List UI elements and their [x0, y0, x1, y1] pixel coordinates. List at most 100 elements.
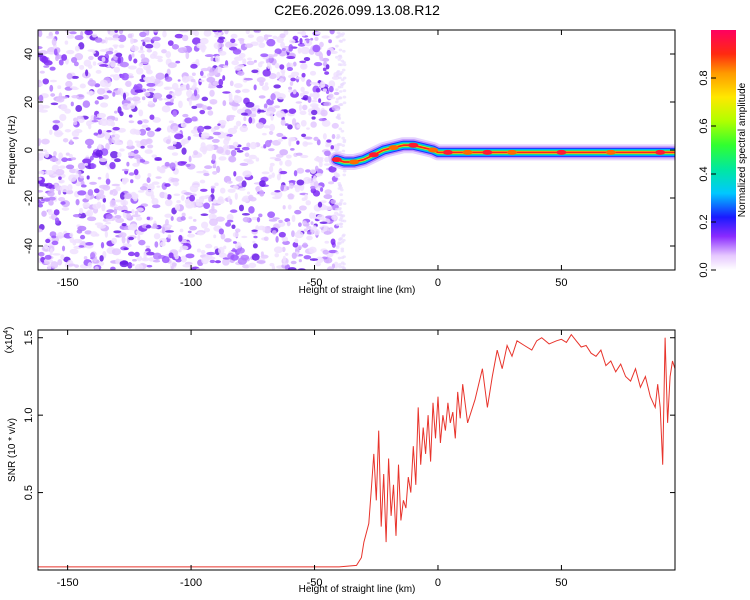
noise-speckle	[38, 189, 44, 193]
noise-speckle	[323, 206, 333, 211]
noise-speckle	[258, 42, 266, 49]
noise-speckle	[224, 30, 229, 35]
noise-speckle	[170, 177, 180, 183]
noise-region	[38, 30, 347, 270]
noise-speckle	[288, 89, 294, 93]
noise-speckle	[94, 222, 104, 226]
noise-speckle	[188, 98, 192, 107]
noise-speckle	[281, 246, 286, 252]
noise-speckle	[41, 138, 50, 145]
noise-speckle	[237, 257, 247, 265]
noise-speckle	[322, 88, 328, 92]
noise-speckle	[152, 117, 162, 123]
noise-speckle	[57, 259, 63, 266]
noise-speckle	[113, 230, 122, 234]
noise-speckle	[71, 94, 79, 99]
spectrogram-y-axis-title: Frequency (Hz)	[7, 116, 18, 185]
noise-speckle	[110, 150, 119, 159]
noise-speckle	[190, 63, 198, 69]
noise-speckle	[163, 192, 168, 200]
noise-speckle	[338, 203, 342, 206]
noise-speckle	[321, 119, 331, 127]
noise-speckle	[196, 248, 201, 253]
noise-speckle	[128, 54, 133, 62]
noise-speckle	[199, 195, 209, 200]
noise-speckle	[151, 36, 161, 42]
noise-speckle	[288, 86, 293, 90]
noise-speckle	[310, 168, 317, 174]
noise-speckle	[138, 159, 146, 163]
noise-speckle	[177, 79, 181, 82]
noise-speckle	[105, 213, 113, 220]
noise-speckle	[312, 212, 317, 220]
noise-speckle	[66, 73, 73, 80]
noise-speckle	[286, 220, 291, 227]
noise-speckle	[85, 211, 91, 217]
noise-speckle	[325, 64, 330, 70]
noise-speckle	[77, 162, 86, 170]
noise-speckle	[292, 61, 297, 67]
noise-speckle	[75, 104, 83, 112]
noise-speckle	[122, 92, 127, 101]
noise-speckle	[87, 64, 93, 69]
noise-speckle	[128, 172, 135, 176]
noise-speckle	[110, 136, 120, 144]
noise-speckle	[67, 184, 73, 191]
noise-speckle	[248, 194, 254, 201]
noise-speckle	[185, 51, 190, 60]
noise-speckle	[138, 239, 146, 246]
noise-speckle	[230, 33, 238, 39]
noise-speckle	[219, 187, 226, 194]
noise-speckle	[272, 35, 278, 40]
noise-speckle	[340, 249, 345, 253]
noise-speckle	[220, 233, 226, 240]
noise-speckle	[199, 79, 205, 83]
noise-speckle	[328, 85, 334, 93]
noise-speckle	[284, 123, 289, 126]
noise-speckle	[58, 165, 66, 169]
noise-speckle	[161, 255, 170, 264]
colorbar-gradient	[711, 30, 736, 270]
noise-speckle	[278, 78, 285, 83]
noise-speckle	[69, 232, 74, 238]
noise-speckle	[60, 201, 66, 205]
y-tick-label: 20	[23, 96, 35, 108]
figure-title: C2E6.2026.099.13.08.R12	[274, 2, 440, 18]
noise-speckle	[234, 192, 238, 200]
noise-speckle	[172, 125, 179, 132]
noise-speckle	[78, 245, 85, 248]
ridge-peak	[655, 149, 666, 155]
noise-speckle	[295, 76, 301, 80]
noise-speckle	[111, 183, 121, 187]
noise-speckle	[184, 117, 193, 124]
noise-speckle	[309, 70, 317, 76]
noise-speckle	[131, 209, 135, 214]
noise-speckle	[43, 60, 53, 66]
noise-speckle	[188, 155, 192, 163]
noise-speckle	[328, 93, 334, 98]
noise-speckle	[323, 194, 333, 200]
noise-speckle	[98, 194, 106, 199]
noise-speckle	[249, 113, 257, 118]
noise-speckle	[178, 234, 183, 242]
noise-speckle	[77, 190, 87, 196]
y-tick-label: -20	[23, 190, 35, 206]
noise-speckle	[115, 258, 121, 265]
noise-speckle	[312, 175, 317, 183]
noise-speckle	[79, 83, 86, 89]
noise-speckle	[189, 225, 198, 231]
noise-speckle	[205, 144, 215, 151]
noise-speckle	[239, 162, 249, 166]
noise-speckle	[170, 265, 174, 270]
x-tick-label: -150	[57, 577, 79, 589]
noise-speckle	[58, 176, 62, 180]
noise-speckle	[248, 262, 257, 269]
noise-speckle	[168, 120, 175, 124]
noise-speckle	[79, 207, 84, 214]
noise-speckle	[100, 241, 105, 249]
noise-speckle	[171, 44, 180, 50]
noise-speckle	[134, 130, 141, 136]
noise-speckle	[310, 37, 314, 41]
noise-speckle	[69, 168, 78, 174]
